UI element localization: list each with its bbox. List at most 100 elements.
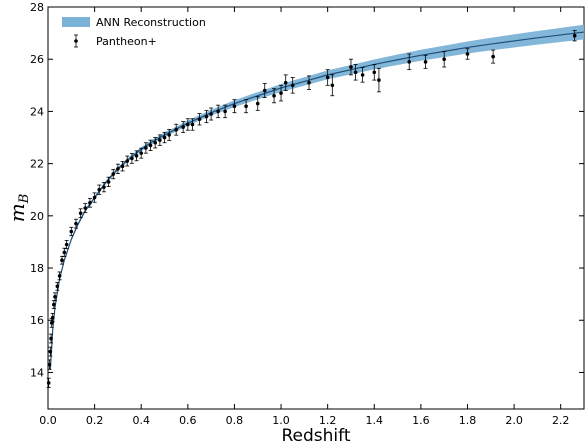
pantheon-point bbox=[64, 239, 69, 250]
pantheon-point bbox=[423, 54, 428, 69]
y-tick-label: 14 bbox=[30, 366, 44, 379]
pantheon-marker bbox=[442, 57, 446, 62]
pantheon-point bbox=[307, 75, 312, 90]
pantheon-marker bbox=[144, 146, 148, 150]
pantheon-marker bbox=[377, 78, 381, 82]
y-axis-label: mB bbox=[5, 194, 32, 223]
pantheon-point bbox=[465, 48, 470, 60]
pantheon-point bbox=[283, 74, 288, 91]
pantheon-point bbox=[97, 184, 102, 195]
y-tick-label: 22 bbox=[30, 158, 44, 171]
x-tick-label: 1.4 bbox=[366, 414, 384, 427]
y-tick-label: 16 bbox=[30, 314, 44, 327]
pantheon-marker bbox=[57, 274, 62, 278]
pantheon-marker bbox=[88, 200, 92, 205]
pantheon-marker bbox=[272, 93, 276, 98]
x-tick-label: 2.0 bbox=[505, 414, 523, 427]
pantheon-marker bbox=[360, 73, 365, 77]
pantheon-point bbox=[272, 88, 277, 104]
pantheon-point bbox=[129, 153, 134, 164]
pantheon-marker bbox=[69, 229, 74, 234]
pantheon-point bbox=[353, 64, 358, 81]
pantheon-point bbox=[181, 121, 186, 133]
y-axis-label-sub: B bbox=[17, 194, 32, 205]
pantheon-point bbox=[57, 271, 62, 281]
y-tick-label: 28 bbox=[30, 1, 44, 14]
pantheon-point bbox=[330, 74, 335, 97]
pantheon-marker bbox=[167, 133, 171, 137]
pantheon-marker bbox=[162, 135, 167, 140]
pantheon-marker bbox=[244, 104, 248, 108]
pantheon-point bbox=[125, 155, 130, 167]
pantheon-point bbox=[87, 197, 92, 208]
pantheon-marker bbox=[353, 70, 358, 75]
pantheon-marker bbox=[60, 258, 64, 263]
pantheon-point bbox=[372, 64, 377, 81]
pantheon-marker bbox=[74, 221, 78, 226]
pantheon-point bbox=[55, 281, 60, 291]
pantheon-point bbox=[62, 247, 67, 257]
pantheon-marker bbox=[64, 242, 69, 247]
ticks-layer: 0.0 0.2 0.4 0.6 0.8 1.0 1.2 1.4 1.6 1.8 2.0 2.2 14 16… bbox=[30, 1, 584, 427]
y-tick-label: 18 bbox=[30, 262, 44, 275]
pantheon-point bbox=[52, 292, 57, 302]
x-tick-label: 0.6 bbox=[179, 414, 197, 427]
x-tick-label: 0.4 bbox=[132, 414, 150, 427]
pantheon-point bbox=[111, 168, 116, 180]
y-tick-label: 24 bbox=[30, 105, 44, 118]
pantheon-point bbox=[290, 77, 295, 94]
pantheon-marker bbox=[232, 104, 237, 108]
pantheon-marker bbox=[204, 114, 209, 119]
pantheon-marker bbox=[125, 159, 130, 163]
pantheon-point bbox=[167, 129, 172, 141]
legend-band-swatch bbox=[62, 17, 90, 27]
pantheon-point bbox=[47, 359, 52, 370]
pantheon-point bbox=[50, 313, 55, 323]
pantheon-marker bbox=[216, 109, 220, 114]
pantheon-point bbox=[69, 226, 74, 237]
pantheon-point bbox=[197, 113, 202, 126]
pantheon-point bbox=[174, 123, 179, 136]
pantheon-marker bbox=[106, 180, 111, 184]
ann-line-layer bbox=[49, 31, 585, 370]
ann-band bbox=[50, 24, 584, 372]
pantheon-point bbox=[279, 84, 284, 102]
pantheon-point bbox=[83, 203, 88, 213]
y-tick-label: 20 bbox=[30, 210, 44, 223]
pantheon-point bbox=[407, 53, 412, 71]
pantheon-marker bbox=[262, 88, 267, 93]
pantheon-marker bbox=[97, 187, 102, 192]
pantheon-marker bbox=[423, 60, 428, 64]
y-tick-label: 26 bbox=[30, 53, 44, 66]
legend-errorbar-swatch bbox=[74, 34, 78, 48]
pantheon-point bbox=[255, 96, 260, 111]
pantheon-marker bbox=[130, 156, 134, 161]
pantheon-marker bbox=[83, 206, 88, 210]
x-tick-label: 1.2 bbox=[319, 414, 337, 427]
x-axis-label: Redshift bbox=[281, 426, 350, 444]
pantheon-marker bbox=[158, 138, 162, 142]
pantheon-point bbox=[216, 104, 221, 119]
pantheon-marker bbox=[279, 91, 283, 95]
pantheon-marker bbox=[325, 75, 330, 80]
pantheon-marker bbox=[52, 302, 56, 307]
pantheon-marker bbox=[330, 83, 335, 88]
pantheon-point bbox=[48, 346, 53, 357]
pantheon-point bbox=[572, 30, 577, 42]
pantheon-point bbox=[106, 176, 111, 187]
x-tick-label: 0.8 bbox=[226, 414, 244, 427]
pantheon-point bbox=[232, 99, 237, 114]
pantheon-marker bbox=[47, 362, 52, 367]
pantheon-point bbox=[325, 69, 330, 86]
pantheon-point bbox=[49, 333, 54, 344]
pantheon-point bbox=[190, 118, 195, 131]
x-tick-label: 2.2 bbox=[552, 414, 570, 427]
pantheon-point bbox=[120, 161, 125, 172]
pantheon-marker bbox=[111, 172, 116, 176]
pantheon-marker bbox=[209, 112, 213, 116]
pantheon-marker bbox=[134, 153, 139, 158]
pantheon-point bbox=[348, 58, 353, 76]
pantheon-marker bbox=[62, 250, 67, 255]
pantheon-marker bbox=[50, 315, 55, 320]
